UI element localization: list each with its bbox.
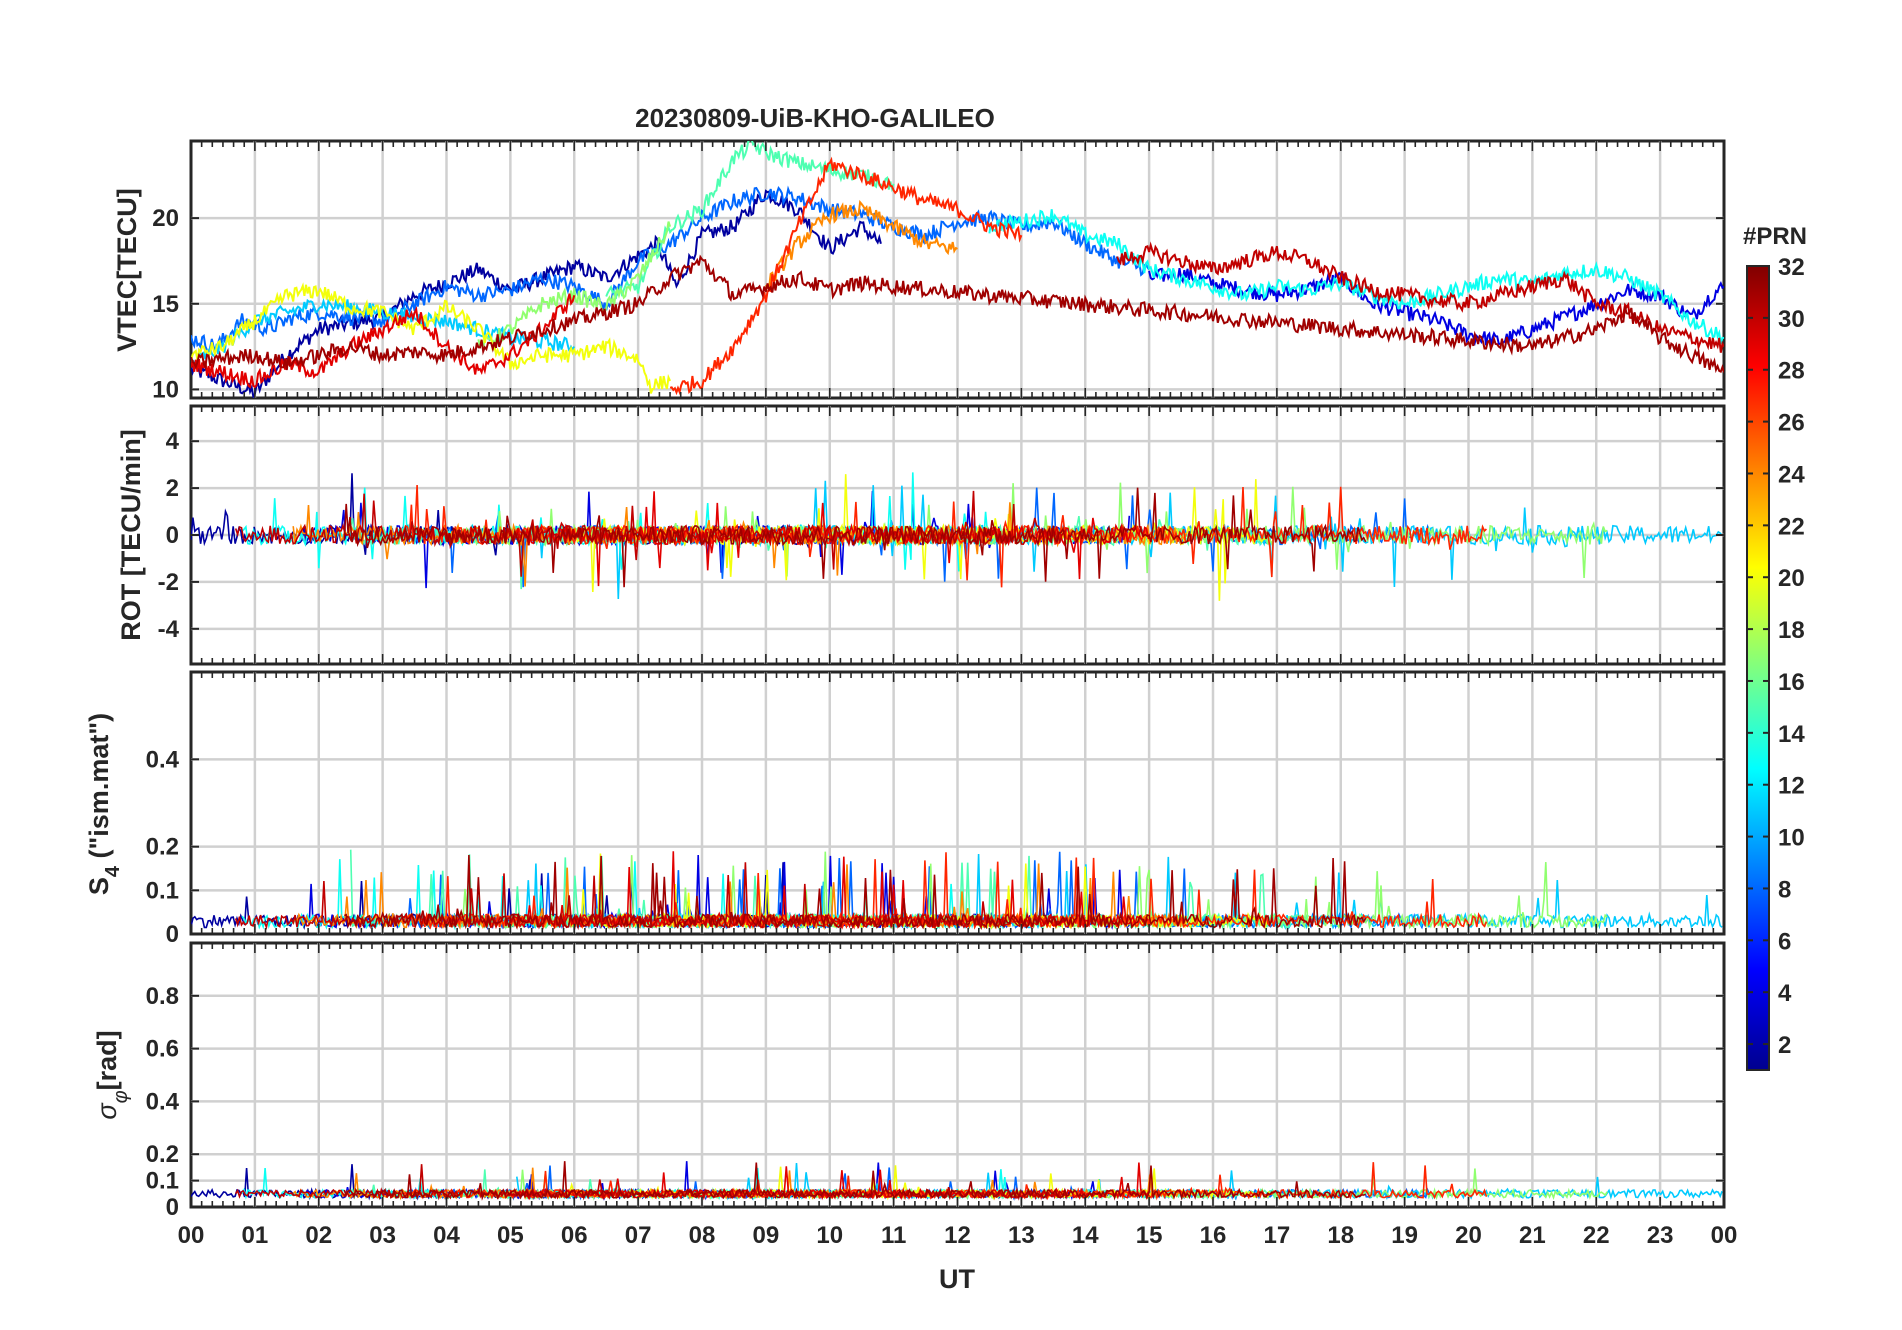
- x-axis-label: UT: [939, 1264, 975, 1294]
- colorbar-tick-label: 24: [1778, 461, 1805, 488]
- rot-ytick-label: -4: [158, 616, 180, 643]
- colorbar-tick-label: 28: [1778, 358, 1805, 385]
- x-tick-label: 01: [242, 1222, 269, 1249]
- x-tick-label: 22: [1583, 1222, 1610, 1249]
- x-tick-label: 14: [1072, 1222, 1099, 1249]
- x-tick-label: 15: [1136, 1222, 1163, 1249]
- sigma-ylabel: σφ[rad]: [92, 1030, 132, 1119]
- x-tick-label: 23: [1647, 1222, 1674, 1249]
- colorbar-gradient: [1747, 266, 1769, 1070]
- sigma-ytick-label: 0.2: [146, 1141, 179, 1168]
- colorbar-tick-label: 12: [1778, 773, 1805, 800]
- colorbar-tick-label: 8: [1778, 876, 1791, 903]
- x-tick-label: 11: [881, 1222, 906, 1249]
- colorbar-tick-label: 26: [1778, 410, 1805, 437]
- x-tick-label: 05: [497, 1222, 524, 1249]
- colorbar-tick-label: 30: [1778, 306, 1805, 333]
- x-tick-label: 16: [1200, 1222, 1227, 1249]
- s4-ytick-label: 0.4: [146, 746, 180, 773]
- s4-ylabel: S4 ("ism.mat"): [84, 713, 124, 895]
- s4-ytick-label: 0: [166, 921, 179, 948]
- rot-ytick-label: -2: [158, 569, 179, 596]
- colorbar-tick-label: 20: [1778, 565, 1805, 592]
- vtec-ylabel: VTEC[TECU]: [112, 188, 142, 352]
- sigma-ytick-label: 0.1: [146, 1168, 179, 1195]
- x-tick-label: 06: [561, 1222, 588, 1249]
- x-tick-label: 18: [1327, 1222, 1354, 1249]
- x-tick-label: 07: [625, 1222, 652, 1249]
- x-tick-label: 21: [1519, 1222, 1546, 1249]
- x-tick-label: 12: [944, 1222, 971, 1249]
- x-tick-label: 10: [816, 1222, 843, 1249]
- colorbar-tick-label: 18: [1778, 617, 1805, 644]
- sigma-ytick-label: 0: [166, 1194, 179, 1221]
- x-tick-label: 00: [178, 1222, 205, 1249]
- s4-ytick-label: 0.2: [146, 834, 179, 861]
- colorbar-tick-label: 14: [1778, 721, 1805, 748]
- x-tick-label: 08: [689, 1222, 716, 1249]
- sigma-ytick-label: 0.8: [146, 983, 179, 1010]
- chart-title: 20230809-UiB-KHO-GALILEO: [635, 103, 995, 133]
- rot-ytick-label: 4: [166, 428, 180, 455]
- sigma-ytick-label: 0.6: [146, 1036, 179, 1063]
- x-tick-label: 13: [1008, 1222, 1035, 1249]
- x-tick-labels: 00 01 02 03 04 05 06 07 08 09 10 11 12 13 14 15 16 17 18 19…: [178, 1222, 1738, 1249]
- panel-vtec: 10 15 20 VTEC[TECU]: [112, 139, 1724, 404]
- panel-sigma-phi: 00.10.2 0.4 0.6 0.8 σφ[rad]: [92, 943, 1724, 1221]
- x-tick-label: 02: [305, 1222, 332, 1249]
- x-tick-label: 03: [369, 1222, 396, 1249]
- colorbar-tick-label: 22: [1778, 513, 1805, 540]
- panel-s4: 0 0.1 0.2 0.4 S4 ("ism.mat"): [84, 672, 1724, 948]
- rot-ylabel: ROT [TECU/min]: [116, 429, 146, 640]
- x-tick-label: 17: [1264, 1222, 1291, 1249]
- colorbar-tick-label: 4: [1778, 980, 1792, 1007]
- x-tick-label: 00: [1711, 1222, 1738, 1249]
- colorbar-tick-label: 10: [1778, 825, 1805, 852]
- colorbar-tick-label: 16: [1778, 669, 1805, 696]
- colorbar-tick-label: 2: [1778, 1032, 1791, 1059]
- colorbar-tick-label: 32: [1778, 254, 1805, 281]
- sigma-ytick-label: 0.4: [146, 1088, 180, 1115]
- rot-ytick-label: 0: [166, 522, 179, 549]
- x-tick-label: 19: [1391, 1222, 1418, 1249]
- vtec-ytick-label: 20: [152, 205, 179, 232]
- s4-ytick-label: 0.1: [146, 877, 179, 904]
- rot-ytick-label: 2: [166, 475, 179, 502]
- x-tick-label: 20: [1455, 1222, 1482, 1249]
- x-tick-label: 04: [433, 1222, 460, 1249]
- colorbar-title: #PRN: [1743, 223, 1807, 250]
- x-tick-label: 09: [753, 1222, 780, 1249]
- figure: 20230809-UiB-KHO-GALILEO 101520 VTEC[TEC…: [0, 0, 1902, 1330]
- panel-rot: -4 -2 0 2 4 ROT [TECU/min]: [116, 406, 1724, 664]
- colorbar-tick-label: 6: [1778, 928, 1791, 955]
- vtec-ytick-label: 15: [152, 291, 179, 318]
- vtec-ytick-label: 10: [152, 376, 179, 403]
